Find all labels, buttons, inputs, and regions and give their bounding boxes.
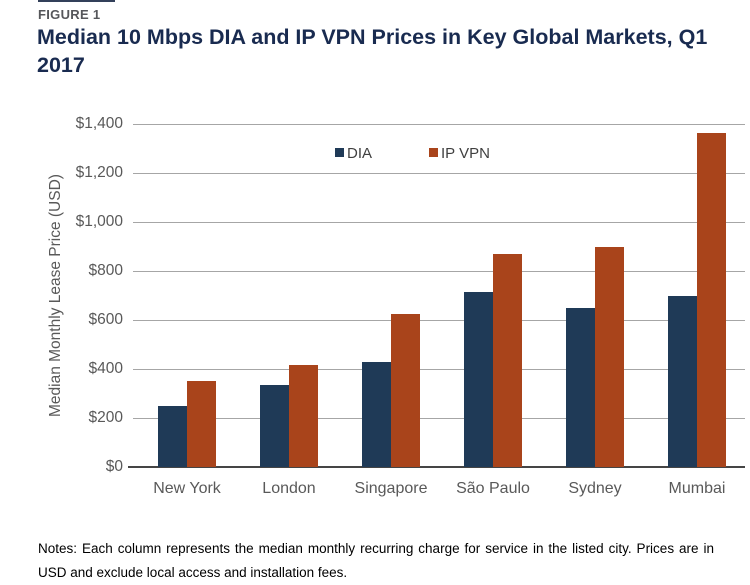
x-category-label: Mumbai xyxy=(668,480,726,497)
x-category-label: London xyxy=(262,480,316,497)
x-category-label: Sydney xyxy=(568,480,622,497)
bar-ip-vpn-singapore xyxy=(391,313,420,467)
y-tick-label: $1,200 xyxy=(75,164,123,181)
y-tick-label: $1,000 xyxy=(75,213,123,230)
bar-dia-sao-paulo xyxy=(464,291,493,467)
bar-dia-new-york xyxy=(158,405,187,467)
legend-label-ip-vpn: IP VPN xyxy=(441,145,490,162)
ip-vpn-swatch-icon xyxy=(429,148,439,157)
chart-plot-area: DIA IP VPN $0 $200 $400 $600 $800 $1,000 $1,20… xyxy=(76,115,745,497)
gridline xyxy=(133,417,745,419)
y-tick-label: $600 xyxy=(88,311,123,328)
bar-dia-london xyxy=(260,384,289,467)
legend-item-ip-vpn: IP VPN xyxy=(429,145,490,162)
gridline xyxy=(133,319,745,321)
x-axis-line xyxy=(128,466,745,468)
y-tick-label: $0 xyxy=(105,458,123,475)
bar-ip-vpn-sao-paulo xyxy=(493,253,522,467)
x-category-label: São Paulo xyxy=(456,480,530,497)
x-category-label: Singapore xyxy=(354,480,428,497)
bar-ip-vpn-sydney xyxy=(595,246,624,467)
y-tick-label: $400 xyxy=(88,360,123,377)
chart-notes: Notes: Each column represents the median… xyxy=(38,541,714,580)
gridline xyxy=(133,368,745,370)
dia-swatch-icon xyxy=(335,148,344,157)
gridline xyxy=(133,221,745,223)
x-category-label: New York xyxy=(153,480,221,497)
legend-label-dia: DIA xyxy=(347,145,373,162)
y-tick-label: $200 xyxy=(88,409,123,426)
gridline xyxy=(133,270,745,272)
figure-label: FIGURE 1 xyxy=(38,7,101,22)
bar-dia-mumbai xyxy=(668,295,697,467)
gridline xyxy=(133,123,745,125)
page-title: Median 10 Mbps DIA and IP VPN Prices in … xyxy=(37,25,708,77)
bar-ip-vpn-london xyxy=(289,365,318,467)
gridline xyxy=(133,172,745,174)
legend-item-dia: DIA xyxy=(335,145,372,162)
bar-ip-vpn-mumbai xyxy=(697,132,726,467)
chart-legend: DIA IP VPN xyxy=(335,145,490,162)
cropped-content-artifact xyxy=(38,0,115,2)
y-tick-label: $800 xyxy=(88,262,123,279)
y-tick-label: $1,400 xyxy=(75,115,123,132)
bar-ip-vpn-new-york xyxy=(187,381,216,467)
bar-dia-sydney xyxy=(566,307,595,467)
bar-dia-singapore xyxy=(362,361,391,467)
